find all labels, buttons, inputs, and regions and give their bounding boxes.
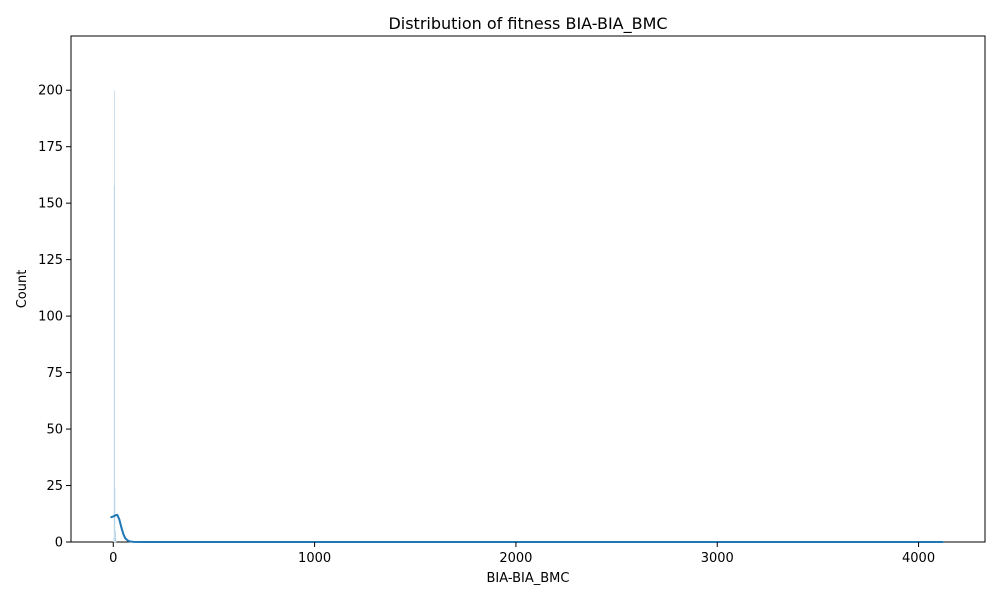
x-tick-label: 2000 [499, 551, 532, 566]
y-tick-label: 50 [46, 423, 63, 438]
y-tick-label: 175 [38, 140, 63, 155]
y-tick-label: 200 [38, 84, 63, 99]
kde-curve-group [110, 513, 944, 543]
chart-title: Distribution of fitness BIA-BIA_BMC [388, 14, 667, 34]
x-tick-label: 4000 [902, 551, 935, 566]
y-tick-label: 25 [46, 479, 63, 494]
x-tick-label: 0 [109, 551, 117, 566]
x-axis-title: BIA-BIA_BMC [487, 571, 570, 586]
y-axis-title: Count [15, 270, 30, 309]
x-axis: 0 1000 2000 3000 4000 [109, 542, 935, 566]
histogram-bar [115, 537, 117, 543]
x-tick-label: 1000 [298, 551, 331, 566]
x-tick-label: 3000 [701, 551, 734, 566]
histogram-bar [113, 90, 116, 543]
y-tick-label: 75 [46, 366, 63, 381]
y-tick-label: 0 [55, 536, 63, 551]
y-tick-label: 125 [38, 253, 63, 268]
kde-curve [110, 513, 944, 543]
y-axis: 0 25 50 75 100 125 150 175 200 [38, 84, 71, 551]
y-tick-label: 150 [38, 197, 63, 212]
y-tick-label: 100 [38, 310, 63, 325]
